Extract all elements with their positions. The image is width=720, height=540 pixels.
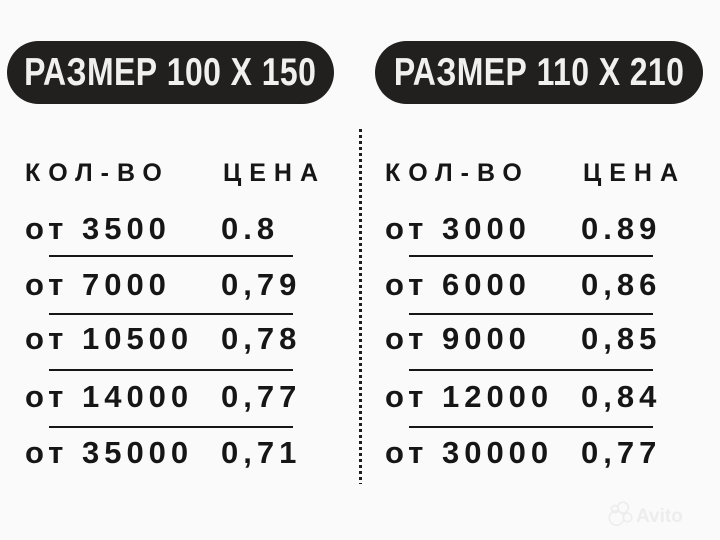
svg-text:Avito: Avito [636, 506, 683, 527]
